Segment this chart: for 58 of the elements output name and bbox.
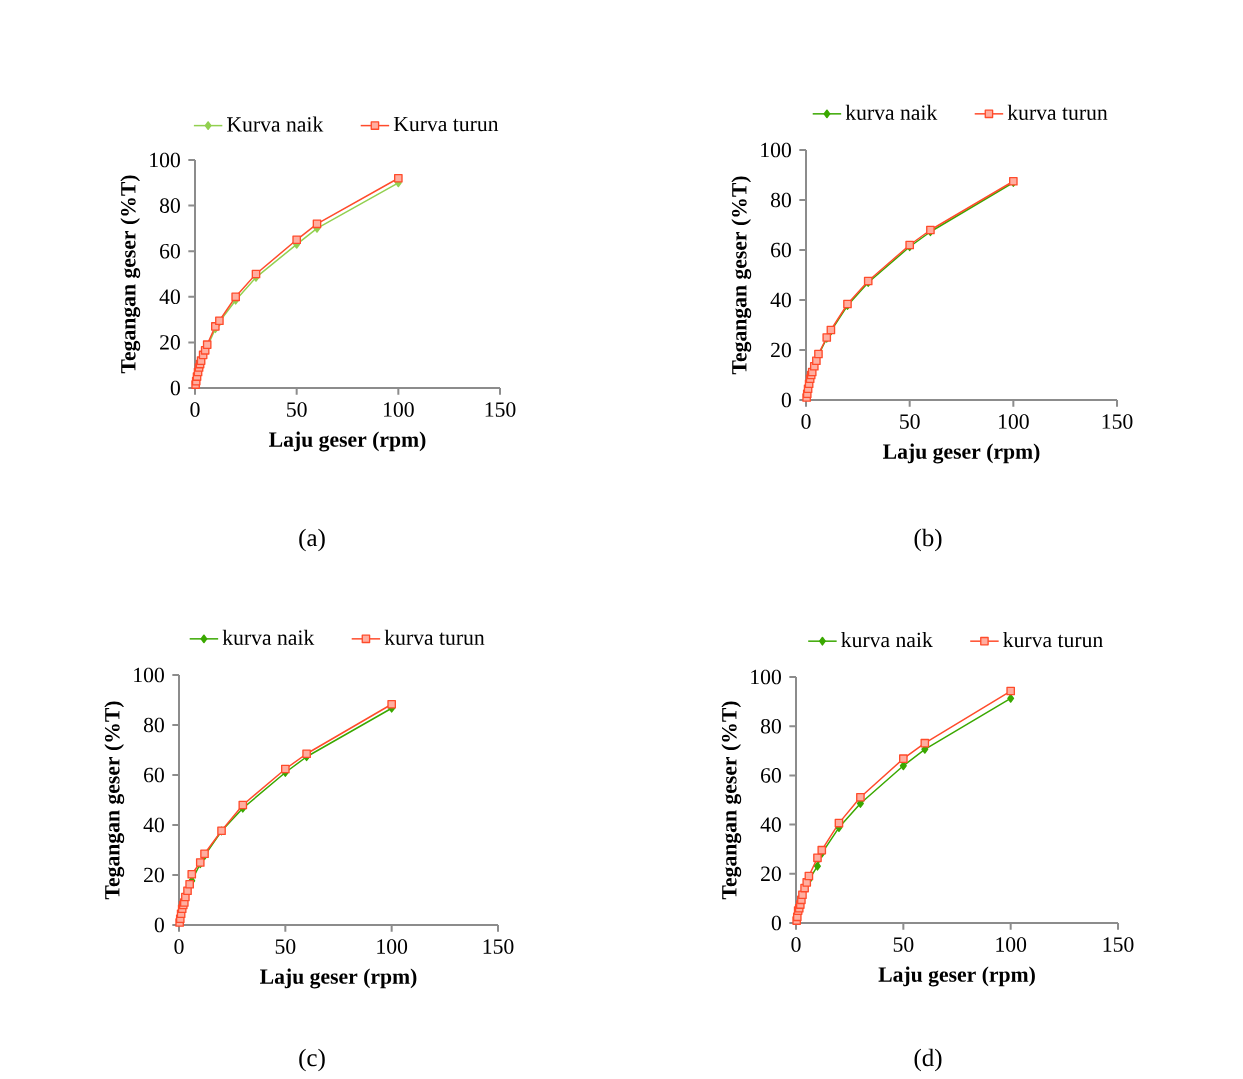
- y-tick-label: 20: [771, 342, 791, 358]
- x-tick-label: 0: [791, 937, 801, 952]
- y-axis-title: Tegangan geser (%T): [104, 701, 125, 900]
- y-tick-label: 20: [761, 866, 781, 882]
- y-tick-label: 40: [159, 289, 180, 305]
- y-tick-label: 100: [751, 669, 781, 685]
- x-axis-title: Laju geser (rpm): [260, 968, 417, 989]
- x-tick-label: 100: [384, 402, 414, 417]
- x-axis-title: Laju geser (rpm): [269, 431, 426, 452]
- x-tick-label: 50: [893, 937, 914, 952]
- y-tick-label: 100: [150, 152, 180, 168]
- text: (c): [299, 1048, 325, 1072]
- y-tick-label: 20: [160, 335, 180, 350]
- y-tick-label: 0: [771, 915, 781, 931]
- x-tick-label: 50: [287, 402, 307, 417]
- y-axis-title: Tegangan geser (%T): [120, 175, 141, 374]
- x-tick-label: 100: [377, 939, 408, 954]
- x-tick-label: 150: [1102, 414, 1133, 429]
- text: (d): [914, 1048, 942, 1072]
- legend-label: kurva turun: [384, 629, 485, 645]
- x-tick-label: 50: [900, 414, 920, 429]
- y-tick-label: 80: [159, 198, 180, 213]
- x-axis-title: Laju geser (rpm): [878, 966, 1035, 987]
- y-tick-label: 100: [761, 142, 791, 158]
- x-tick-label: 150: [483, 939, 514, 954]
- x-tick-label: 50: [275, 939, 296, 954]
- y-tick-label: 80: [770, 192, 791, 208]
- y-axis-title: Tegangan geser (%T): [731, 176, 752, 375]
- legend-label: kurva naik: [841, 632, 933, 648]
- y-tick-label: 60: [771, 242, 791, 258]
- y-axis-title: Tegangan geser (%T): [721, 701, 742, 900]
- x-tick-label: 100: [999, 414, 1029, 429]
- legend-label: kurva turun: [1003, 632, 1103, 648]
- x-axis-title: Laju geser (rpm): [883, 443, 1040, 464]
- y-tick-label: 40: [770, 292, 791, 308]
- y-tick-label: 40: [143, 817, 164, 833]
- x-tick-label: 150: [1103, 937, 1134, 952]
- text: (b): [914, 528, 942, 552]
- legend-label: kurva turun: [1007, 104, 1108, 120]
- text: (a): [299, 528, 325, 552]
- legend-label: Kurva naik: [227, 116, 324, 132]
- legend-label: Kurva turun: [393, 116, 499, 132]
- y-tick-label: 0: [170, 380, 180, 396]
- y-tick-label: 60: [761, 768, 781, 783]
- y-tick-label: 100: [134, 667, 164, 683]
- y-tick-label: 20: [144, 867, 164, 883]
- legend-label: kurva naik: [845, 104, 938, 120]
- x-tick-label: 0: [190, 402, 200, 417]
- y-tick-label: 80: [143, 717, 164, 733]
- x-tick-label: 100: [996, 937, 1027, 952]
- y-tick-label: 60: [160, 243, 180, 259]
- y-tick-label: 0: [154, 917, 164, 933]
- x-tick-label: 150: [485, 402, 516, 417]
- y-tick-label: 60: [144, 767, 164, 783]
- x-tick-label: 0: [801, 414, 811, 429]
- y-tick-label: 80: [760, 718, 781, 734]
- y-tick-label: 40: [760, 817, 781, 832]
- legend-label: kurva naik: [222, 629, 315, 645]
